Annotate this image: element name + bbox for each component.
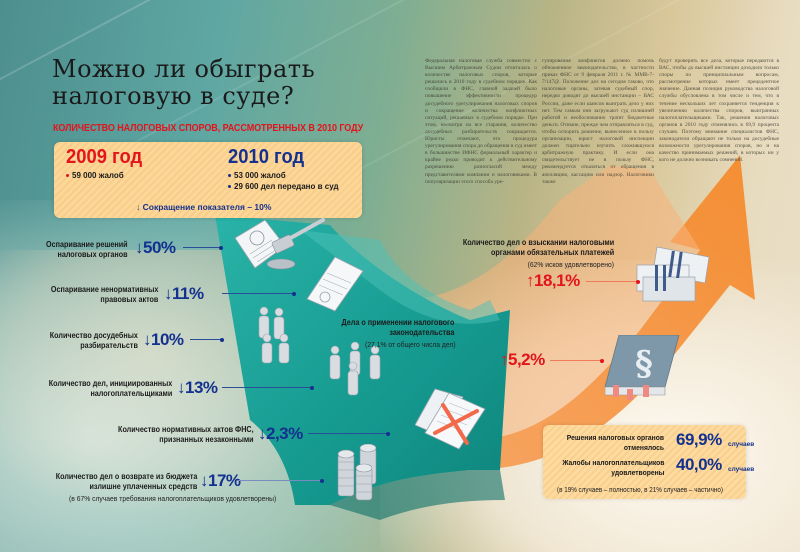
result-label-line: удовлетворены xyxy=(610,468,664,477)
people-group-icon xyxy=(329,341,381,396)
stat-value: ↓11% xyxy=(164,284,204,303)
stat-label-line: налоговых органов xyxy=(57,250,128,259)
results-box: Решения налоговых органов отменялось 69,… xyxy=(543,425,754,499)
bullet-dot-icon xyxy=(66,174,69,178)
section-subtitle: КОЛИЧЕСТВО НАЛОГОВЫХ СПОРОВ, РАССМОТРЕНН… xyxy=(53,122,364,134)
result-label: Решения налоговых органов отменялось xyxy=(567,433,664,453)
year-2010-label: 2010 год xyxy=(228,146,305,168)
increase-value: ↑5,2% xyxy=(500,350,545,369)
result-value: 40,0% xyxy=(676,455,722,474)
stat-note: (в 67% случаев требования налогоплательщ… xyxy=(69,494,277,503)
stat-label-line: правовых актов xyxy=(100,295,158,304)
leader-line xyxy=(237,478,324,483)
result-label: Жалобы налогоплательщиков удовлетворены xyxy=(562,458,664,478)
stat-label-line: разбирательств xyxy=(80,341,138,350)
stat-label-line: признанных незаконными xyxy=(159,435,254,444)
crossed-document-icon xyxy=(415,388,486,450)
stat-label-line: Количество досудебных xyxy=(49,331,138,340)
result-label-line: Решения налоговых органов xyxy=(566,433,664,442)
stat-label: Количество нормативных актов ФНС, признан… xyxy=(118,425,254,445)
leader-line xyxy=(222,291,296,296)
stat-label: Оспаривание решений налоговых органов xyxy=(46,240,128,260)
stat-label-line: Количество дел о возврате из бюджета xyxy=(55,472,197,481)
article-column-2: гулирования конфликтов должно помочь обн… xyxy=(542,58,654,185)
increase-label-line: органами обязательных платежей xyxy=(490,248,614,257)
result-value: 69,9% xyxy=(676,430,722,449)
decrease-note: ↓ Сокращение показателя – 10% xyxy=(136,202,272,212)
stat-label-line: Оспаривание решений xyxy=(46,240,128,249)
stat-row: Количество дел, инициированных налогоплат… xyxy=(0,379,172,401)
result-unit: случаев xyxy=(728,441,755,448)
result-label-line: отменялось xyxy=(623,443,664,452)
leader-line xyxy=(222,385,314,390)
stat-label: Количество дел о возврате из бюджета изли… xyxy=(55,472,197,492)
stat-row: Количество дел о возврате из бюджета изли… xyxy=(0,472,197,494)
increase-label-line: Количество дел о взыскании налоговыми xyxy=(462,238,614,247)
page-title: Можно ли обыграть налоговую в суде? xyxy=(52,56,315,110)
stat-value: ↓10% xyxy=(143,330,184,349)
stat-label-line: Оспаривание ненормативных xyxy=(50,285,158,294)
stat-row: Оспаривание решений налоговых органов xyxy=(0,240,128,262)
increase-label-line: Дела о применении налогового xyxy=(341,318,454,327)
increase-note: (62% исков удовлетворено) xyxy=(527,260,614,269)
increase-label-line: законодательства xyxy=(388,328,454,337)
stat-label-line: Количество нормативных актов ФНС, xyxy=(118,425,254,434)
stat-label-line: Количество дел, инициированных xyxy=(48,379,172,388)
title-line-1: Можно ли обыграть xyxy=(52,55,316,83)
coin-stacks-icon xyxy=(337,444,377,501)
increase-label: Дела о применении налогового законодател… xyxy=(341,318,454,338)
stat-row: Количество нормативных актов ФНС, признан… xyxy=(0,425,254,447)
stat-row: Оспаривание ненормативных правовых актов xyxy=(0,285,158,307)
article-column-3: будут проверять все дела, которые переда… xyxy=(659,58,779,164)
people-group-icon xyxy=(258,306,290,364)
title-line-2: налоговую в суде? xyxy=(52,82,295,110)
document-seal-icon xyxy=(306,256,364,312)
bullet-dot-icon xyxy=(228,185,231,189)
year-2010-bullet: 29 600 дел передано в суд xyxy=(228,182,339,191)
year-2010-bullet: 53 000 жалоб xyxy=(228,171,286,180)
bullet-text: 53 000 жалоб xyxy=(234,171,286,180)
year-2009-bullet: 59 000 жалоб xyxy=(66,171,124,180)
gavel-document-icon xyxy=(235,218,325,270)
money-bundles-icon xyxy=(636,246,710,302)
increase-value: ↑18,1% xyxy=(526,271,580,290)
stat-value: ↓2,3% xyxy=(258,424,303,443)
stat-value: ↓50% xyxy=(135,238,176,257)
result-note: (в 19% случаев – полностью, в 21% случае… xyxy=(557,487,723,494)
year-2009-label: 2009 год xyxy=(66,146,143,168)
stat-row: Количество досудебных разбирательств xyxy=(0,331,138,353)
stat-label: Количество дел, инициированных налогоплат… xyxy=(48,379,172,399)
leader-line xyxy=(550,358,604,363)
result-unit: случаев xyxy=(728,466,755,473)
stat-label-line: излишне уплаченных средств xyxy=(89,482,197,491)
law-book-icon: § xyxy=(605,335,680,400)
stat-value: ↓13% xyxy=(177,378,218,397)
article-column-1: Федеральная налоговая служба совместно с… xyxy=(425,58,537,185)
leader-line xyxy=(308,431,390,436)
result-label-line: Жалобы налогоплательщиков xyxy=(561,458,664,467)
leader-line xyxy=(190,337,224,342)
stat-value: ↓17% xyxy=(200,471,241,490)
leader-line xyxy=(183,245,223,250)
bullet-dot-icon xyxy=(228,174,231,178)
increase-label: Количество дел о взыскании налоговыми ор… xyxy=(463,238,614,258)
increase-note: (27,1% от общего числа дел) xyxy=(365,340,456,349)
stat-label-line: налогоплательщиками xyxy=(90,389,172,398)
leader-line xyxy=(586,279,640,284)
summary-box: 2009 год 59 000 жалоб 2010 год 53 000 жа… xyxy=(54,142,362,218)
bullet-text: 29 600 дел передано в суд xyxy=(234,182,339,191)
stat-label: Оспаривание ненормативных правовых актов xyxy=(51,285,158,305)
svg-text:§: § xyxy=(635,344,653,384)
stat-label: Количество досудебных разбирательств xyxy=(50,331,138,351)
bullet-text: 59 000 жалоб xyxy=(72,171,124,180)
